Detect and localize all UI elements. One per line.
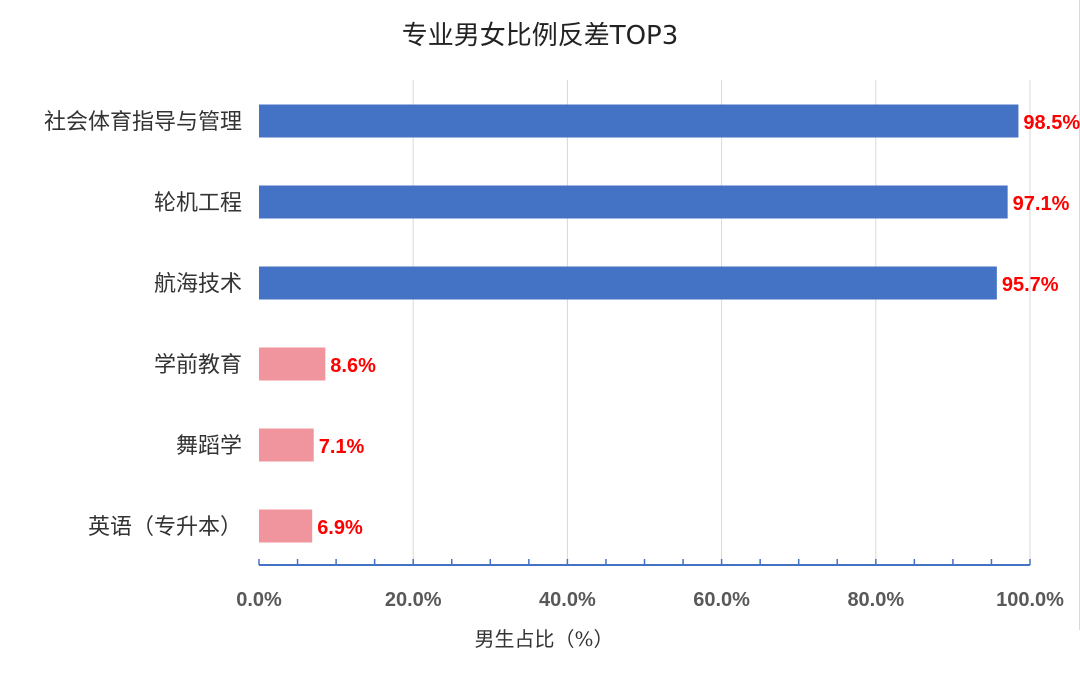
x-tick-label: 80.0% — [847, 589, 904, 611]
category-label: 航海技术 — [154, 272, 242, 297]
x-axis — [258, 559, 1031, 566]
bar — [259, 185, 1008, 219]
bars — [259, 104, 1019, 543]
x-tick-label: 0.0% — [236, 589, 282, 611]
data-label: 95.7% — [1002, 274, 1059, 296]
category-label: 社会体育指导与管理 — [44, 110, 242, 135]
data-label: 7.1% — [319, 436, 365, 458]
data-label: 98.5% — [1023, 112, 1080, 134]
chart-title: 专业男女比例反差TOP3 — [402, 21, 679, 51]
bar — [259, 104, 1019, 138]
data-label: 6.9% — [317, 517, 363, 539]
x-axis-title: 男生占比（%） — [474, 627, 613, 651]
category-label: 轮机工程 — [154, 191, 242, 216]
bar — [259, 347, 326, 381]
category-label: 舞蹈学 — [176, 434, 242, 459]
category-label: 英语（专升本） — [88, 515, 242, 540]
data-label: 97.1% — [1013, 193, 1070, 215]
gridlines — [412, 80, 1031, 565]
x-tick-label: 60.0% — [693, 589, 750, 611]
x-tick-label: 100.0% — [996, 589, 1064, 611]
bar — [259, 428, 314, 462]
category-label: 学前教育 — [154, 353, 242, 378]
bar — [259, 509, 313, 543]
x-tick-labels: 0.0% 20.0% 40.0% 60.0% 80.0% 100.0% — [236, 589, 1064, 611]
bar — [259, 266, 997, 300]
data-labels: 98.5% 97.1% 95.7% 8.6% 7.1% 6.9% — [317, 112, 1080, 539]
data-label: 8.6% — [330, 355, 376, 377]
x-tick-label: 20.0% — [385, 589, 442, 611]
x-tick-label: 40.0% — [539, 589, 596, 611]
